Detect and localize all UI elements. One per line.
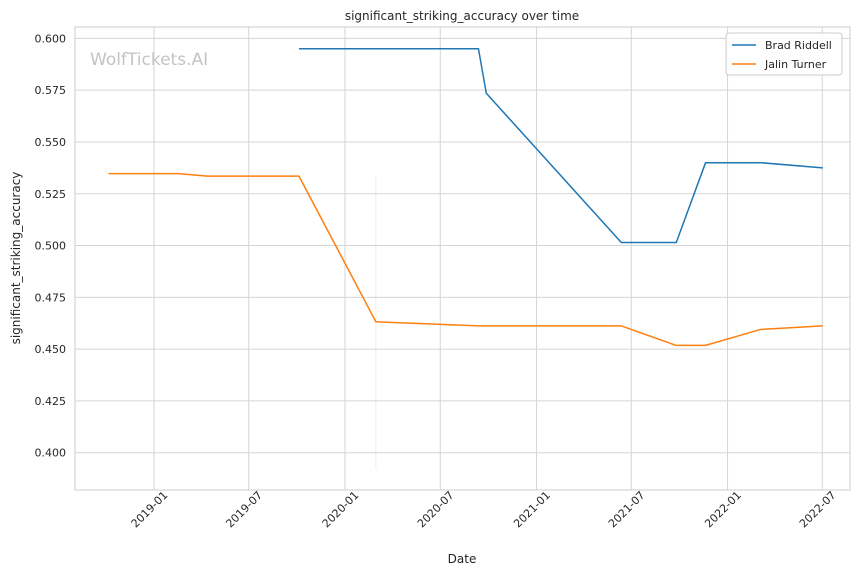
chart-title: significant_striking_accuracy over time [345,9,579,23]
watermark: WolfTickets.AI [90,50,208,70]
y-tick-label: 0.450 [35,343,67,356]
y-tick-label: 0.475 [35,291,67,304]
series-line-brad-riddell [298,48,823,244]
x-axis-label: Date [448,552,477,566]
series-lines [108,48,823,347]
legend-label-jalin-turner: Jalin Turner [764,58,827,71]
y-tick-label: 0.500 [35,240,67,253]
y-tick-label: 0.600 [35,32,67,45]
y-tick-label: 0.550 [35,136,67,149]
legend-label-brad-riddell: Brad Riddell [765,39,832,52]
grid [75,27,850,490]
series-line-jalin-turner [108,172,823,347]
y-tick-label: 0.400 [35,447,67,460]
y-tick-label: 0.525 [35,188,67,201]
y-axis-label: significant_striking_accuracy [9,172,23,345]
y-tick-label: 0.575 [35,84,67,97]
y-tick-label: 0.425 [35,395,67,408]
plot-frame [74,26,851,491]
y-axis-ticks: 0.400 0.425 0.450 0.475 0.500 0.525 0.550 0.575… [35,32,67,459]
legend: Brad Riddell Jalin Turner [725,32,843,76]
